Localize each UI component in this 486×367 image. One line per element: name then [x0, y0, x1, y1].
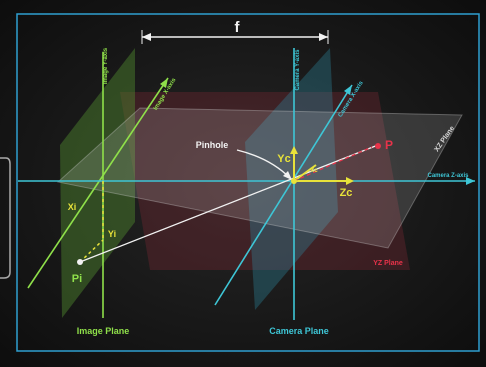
xz-plane — [56, 107, 463, 249]
yz-plane-label: YZ Plane — [373, 260, 403, 267]
yc-arrowhead — [290, 146, 298, 154]
camera-y-axis-label: Camera Y-axis — [295, 49, 301, 91]
world-point — [375, 143, 381, 149]
camera-z-axis-label: Camera Z-axis — [427, 173, 469, 179]
camera-to-p-dashed — [293, 146, 373, 182]
pinhole-label: Pinhole — [196, 140, 229, 150]
image-xi-dashed — [79, 239, 104, 263]
focal-length-label: f — [235, 19, 241, 36]
image-x-axis — [27, 77, 169, 289]
camera-x-axis — [214, 84, 353, 306]
zc-label: Zc — [340, 187, 353, 199]
camera-plane-label: Camera Plane — [269, 326, 329, 336]
image-y-axis-label: Image Y-axis — [103, 47, 109, 84]
image-point-label: Pi — [72, 273, 82, 285]
world-point-label: P — [385, 138, 393, 152]
side-bracket — [0, 157, 11, 279]
camera-z-arrowhead — [466, 177, 475, 185]
zc-arrowhead — [346, 177, 354, 185]
camera-x-arrowhead — [344, 85, 352, 95]
yc-label: Yc — [277, 153, 290, 165]
image-x-arrowhead — [160, 78, 168, 88]
projection-ray — [79, 144, 379, 263]
outer-frame — [16, 13, 480, 352]
image-point — [77, 259, 83, 265]
pinhole-point — [291, 178, 297, 184]
focal-arrow-right — [319, 33, 328, 41]
xc-arrow — [293, 164, 317, 182]
yi-label: Yi — [108, 229, 116, 239]
focal-arrow-left — [142, 33, 151, 41]
pinhole-arrowhead — [283, 171, 292, 180]
image-plane-label: Image Plane — [77, 326, 130, 336]
xc-label: Xc — [310, 168, 318, 174]
xi-label: Xi — [68, 202, 77, 212]
